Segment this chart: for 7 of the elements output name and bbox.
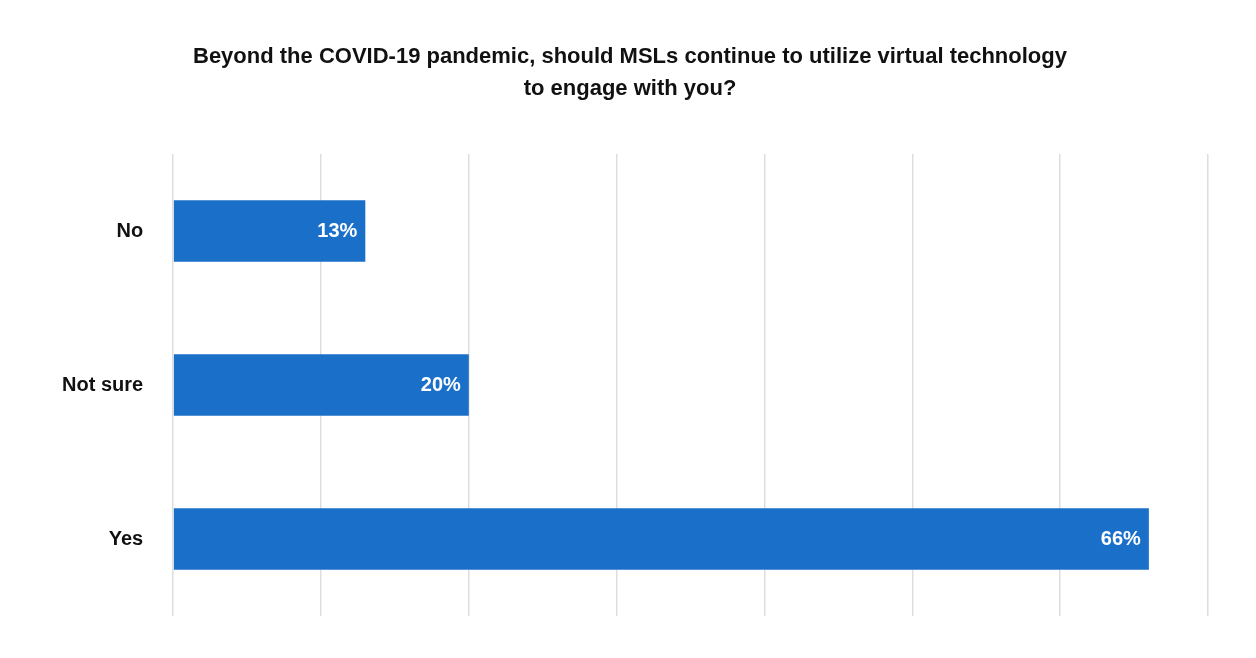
- data-label: 66%: [1100, 526, 1142, 549]
- chart-title: Beyond the COVID-19 pandemic, should MSLs continue to utilize virtual technology to engage with you?: [192, 42, 1068, 102]
- y-tick-label: Yes: [108, 526, 144, 549]
- data-label: 20%: [420, 372, 462, 395]
- y-tick-label: Not sure: [62, 372, 144, 395]
- data-label: 13%: [317, 218, 358, 241]
- y-tick-label: No: [116, 218, 144, 241]
